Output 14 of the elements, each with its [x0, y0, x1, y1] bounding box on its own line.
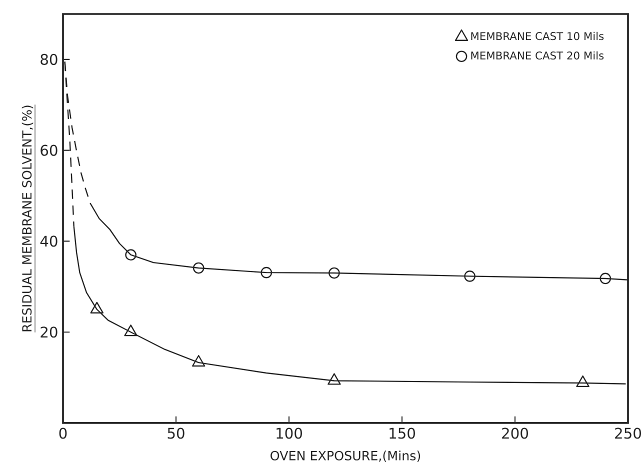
y-tick-label: 40 [40, 236, 58, 247]
y-tick-label: 80 [40, 54, 58, 65]
x-tick-label: 0 [59, 428, 67, 439]
y-axis-title: RESIDUAL MEMBRANE SOLVENT,(%) [22, 106, 34, 332]
legend-label: MEMBRANE CAST 10 Mils [471, 32, 604, 40]
x-tick-label: 50 [168, 428, 184, 439]
legend-label: MEMBRANE CAST 20 Mils [471, 51, 604, 60]
x-tick-label: 200 [502, 428, 528, 439]
x-tick-label: 100 [276, 428, 302, 439]
x-tick-label: 250 [615, 428, 641, 439]
y-tick-label: 60 [40, 144, 58, 156]
y-tick-label: 20 [40, 326, 58, 338]
x-axis-title: OVEN EXPOSURE,(Mins) [270, 450, 420, 462]
x-tick-label: 150 [390, 428, 415, 439]
